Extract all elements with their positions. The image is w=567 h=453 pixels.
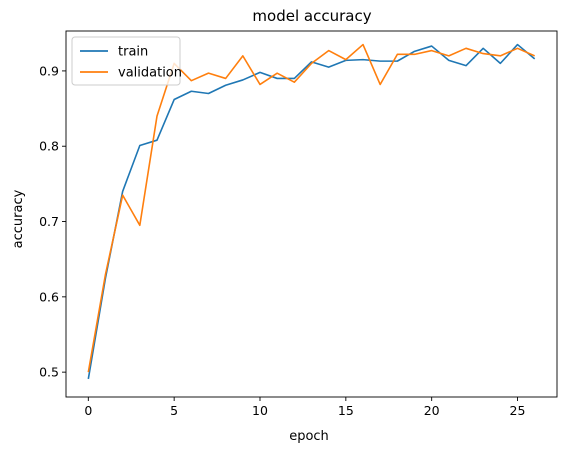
y-tick-label: 0.9 <box>39 63 59 78</box>
chart-title: model accuracy <box>252 7 371 25</box>
legend-label-validation: validation <box>118 66 182 81</box>
y-tick-label: 0.8 <box>39 139 59 154</box>
y-tick-label: 0.6 <box>39 289 59 304</box>
legend-box <box>71 36 181 86</box>
x-tick-label: 20 <box>424 403 440 418</box>
y-tick-label: 0.5 <box>39 365 59 380</box>
x-tick-label: 5 <box>170 403 178 418</box>
x-tick-label: 25 <box>510 403 526 418</box>
y-tick-label: 0.7 <box>39 214 59 229</box>
x-tick-label: 10 <box>252 403 268 418</box>
series-line-train <box>87 43 536 380</box>
axes-frame <box>65 30 558 398</box>
x-tick-label: 0 <box>84 403 92 418</box>
plot-area: 0 5 10 15 20 25 0.5 0.6 0.7 0.8 0.9 train validation <box>39 30 558 418</box>
y-axis-title: accuracy <box>11 189 26 248</box>
x-tick-label: 15 <box>338 403 354 418</box>
series-line-validation <box>87 43 536 373</box>
legend-label-train: train <box>118 45 148 60</box>
x-axis-title: epoch <box>289 429 329 444</box>
